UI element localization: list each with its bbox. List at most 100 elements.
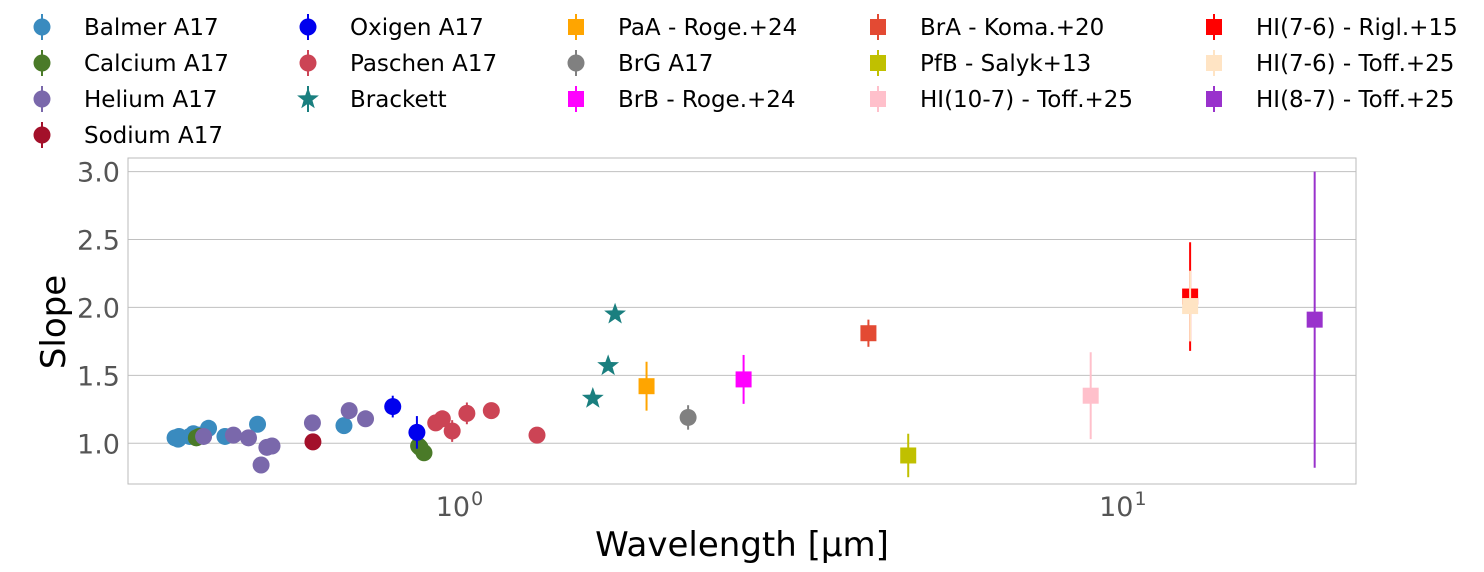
- legend-entry: HI(7-6) - Rigl.+15: [1206, 14, 1458, 41]
- data-point: [604, 302, 626, 324]
- legend-entry: BrG A17: [567, 50, 713, 77]
- series-oxigen-a17: [384, 395, 426, 449]
- gridlines: [128, 171, 1356, 444]
- legend-entry: HI(10-7) - Toff.+25: [870, 86, 1133, 113]
- legend-entry: HI(8-7) - Toff.+25: [1206, 86, 1454, 113]
- data-point: [249, 415, 267, 433]
- x-tick-label: 101: [1099, 488, 1146, 523]
- legend-marker: [1206, 19, 1222, 35]
- y-tick-label: 2.0: [77, 293, 120, 324]
- data-point: [1306, 311, 1323, 328]
- y-tick-label: 1.5: [77, 361, 120, 392]
- legend: Balmer A17 Calcium A17 Helium A17 Sodium A1…: [33, 14, 1458, 149]
- legend-marker: [299, 54, 317, 72]
- legend-label: Paschen A17: [350, 51, 497, 77]
- data-point: [735, 371, 752, 388]
- data-point: [638, 378, 655, 395]
- plot-frame: [127, 157, 1357, 485]
- data-point: [415, 444, 433, 462]
- legend-label: HI(7-6) - Rigl.+15: [1256, 15, 1458, 41]
- legend-entry: Sodium A17: [33, 122, 223, 149]
- legend-label: Calcium A17: [84, 51, 229, 77]
- legend-entry: Paschen A17: [299, 50, 497, 77]
- legend-entry: Helium A17: [33, 86, 218, 113]
- legend-label: Balmer A17: [84, 15, 219, 41]
- legend-label: Sodium A17: [84, 123, 223, 149]
- series-hi-7-6-toff-25: [1182, 270, 1199, 342]
- legend-marker: [297, 87, 319, 109]
- series-paa-roge-24: [638, 361, 655, 411]
- x-axis-ticks: 100 101: [436, 488, 1147, 523]
- legend-entry: Brackett: [297, 86, 447, 113]
- data-point: [240, 429, 258, 447]
- legend-label: HI(10-7) - Toff.+25: [920, 87, 1133, 113]
- legend-label: Brackett: [350, 87, 447, 113]
- data-point: [597, 354, 620, 376]
- legend-marker: [33, 18, 51, 36]
- data-point: [408, 423, 426, 441]
- legend-entry: BrA - Koma.+20: [870, 14, 1104, 41]
- legend-marker: [1206, 55, 1222, 71]
- data-point: [1182, 298, 1199, 315]
- data-point: [443, 422, 461, 440]
- legend-label: Oxigen A17: [350, 15, 484, 41]
- legend-entry: HI(7-6) - Toff.+25: [1206, 50, 1454, 77]
- data-point: [252, 456, 270, 474]
- series-paschen-a17: [427, 402, 546, 444]
- legend-entry: Oxigen A17: [299, 14, 484, 41]
- series-hi-10-7-toff-25: [1082, 352, 1099, 440]
- series-brackett: [581, 302, 626, 408]
- legend-marker: [33, 90, 51, 108]
- data-point: [340, 402, 358, 420]
- legend-marker: [1206, 91, 1222, 107]
- data-marks: [166, 171, 1323, 478]
- data-point: [581, 386, 604, 408]
- data-point: [224, 426, 242, 444]
- data-point: [303, 414, 321, 432]
- legend-entry: PaA - Roge.+24: [568, 14, 797, 41]
- legend-marker: [870, 91, 886, 107]
- data-point: [263, 437, 281, 455]
- series-hi-8-7-toff-25: [1306, 171, 1323, 468]
- data-point: [860, 325, 877, 342]
- data-point: [458, 404, 476, 422]
- legend-marker: [567, 54, 585, 72]
- legend-label: HI(8-7) - Toff.+25: [1256, 87, 1454, 113]
- legend-label: BrA - Koma.+20: [920, 15, 1104, 41]
- y-tick-label: 3.0: [77, 158, 120, 189]
- legend-label: BrB - Roge.+24: [618, 87, 796, 113]
- legend-label: PfB - Salyk+13: [920, 51, 1091, 77]
- y-axis-label: Slope: [34, 275, 74, 369]
- series-bra-koma-20: [860, 319, 877, 347]
- data-point: [195, 427, 213, 445]
- y-tick-label: 2.5: [77, 226, 120, 257]
- data-point: [169, 430, 187, 448]
- legend-entry: PfB - Salyk+13: [870, 50, 1091, 77]
- data-point: [357, 410, 375, 428]
- data-point: [528, 426, 546, 444]
- legend-marker: [568, 91, 584, 107]
- legend-label: BrG A17: [618, 51, 713, 77]
- legend-label: PaA - Roge.+24: [618, 15, 797, 41]
- series-brb-roge-24: [735, 354, 752, 404]
- data-point: [1082, 387, 1099, 404]
- series-brg-a17: [679, 405, 697, 430]
- legend-entry: Calcium A17: [33, 50, 229, 77]
- legend-marker: [870, 19, 886, 35]
- legend-label: HI(7-6) - Toff.+25: [1256, 51, 1454, 77]
- legend-marker: [299, 18, 317, 36]
- series-pfb-salyk-13: [900, 433, 917, 478]
- legend-marker: [568, 19, 584, 35]
- data-point: [433, 410, 451, 428]
- legend-marker: [33, 54, 51, 72]
- legend-marker: [870, 55, 886, 71]
- data-point: [304, 433, 322, 451]
- legend-entry: BrB - Roge.+24: [568, 86, 796, 113]
- y-tick-label: 1.0: [77, 429, 120, 460]
- series-helium-a17: [195, 402, 375, 474]
- x-axis-label: Wavelength [μm]: [595, 525, 889, 565]
- legend-marker: [33, 126, 51, 144]
- legend-label: Helium A17: [84, 87, 218, 113]
- data-point: [335, 417, 353, 435]
